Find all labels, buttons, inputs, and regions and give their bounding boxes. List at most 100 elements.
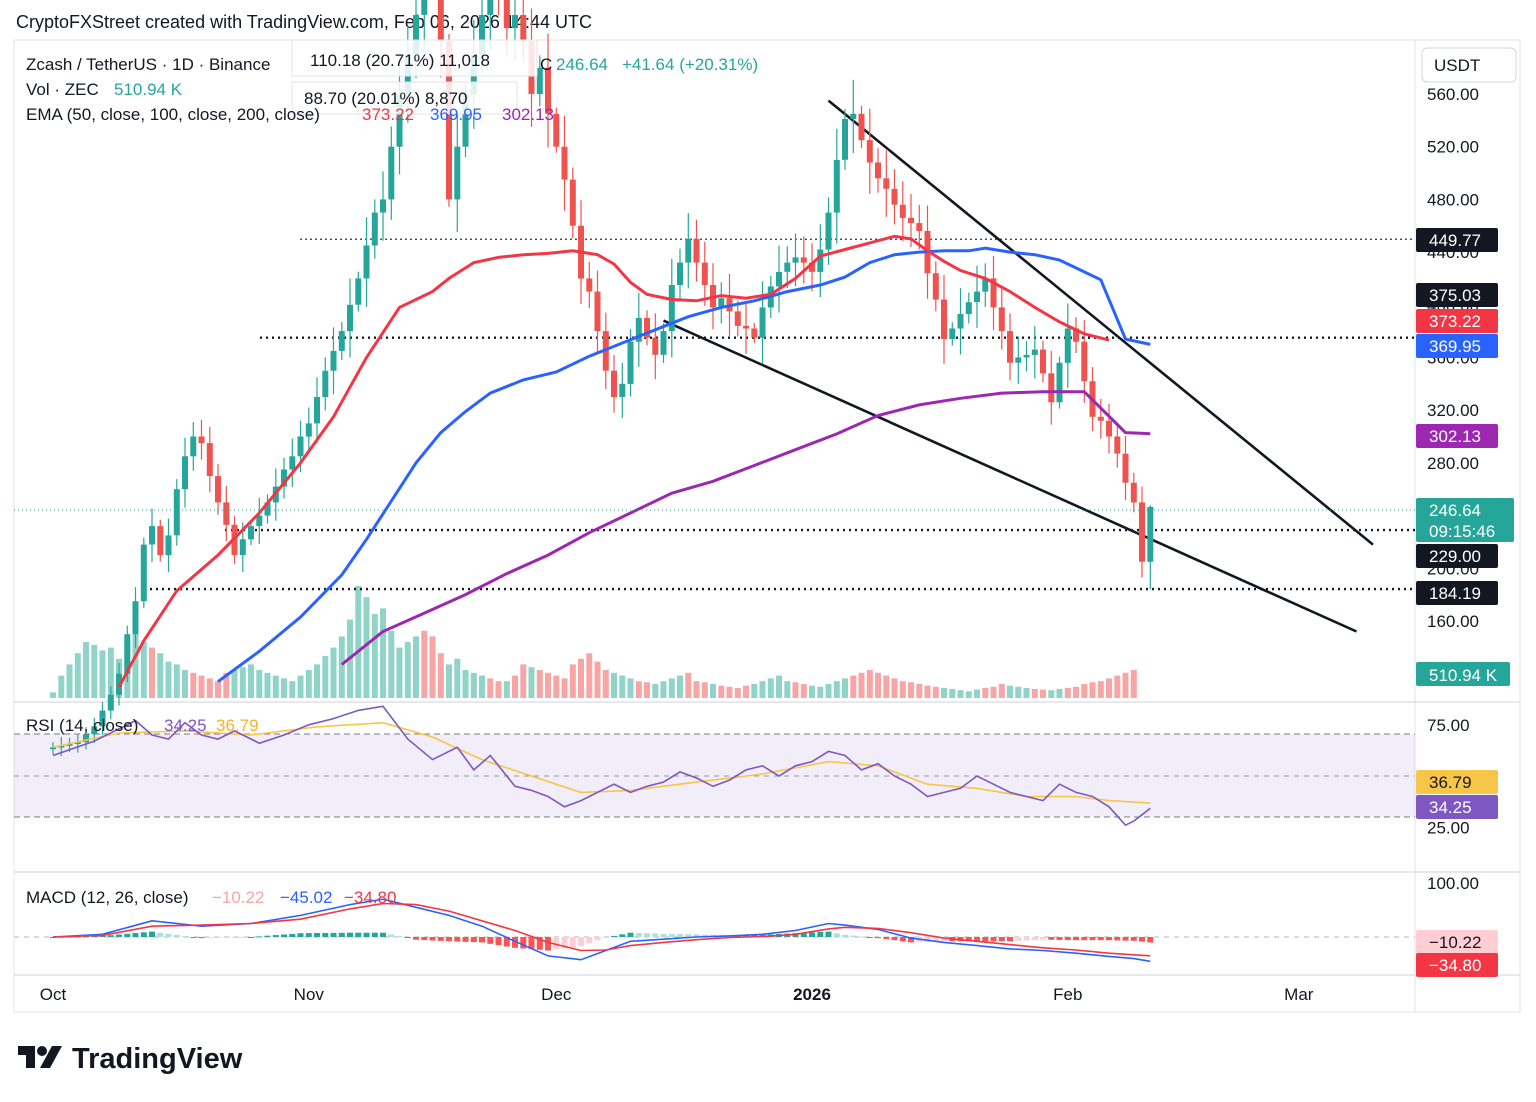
macd-series [50, 898, 1154, 963]
volume-bar [833, 681, 840, 698]
macd-histogram-bar [149, 931, 155, 937]
volume-bar [668, 678, 675, 698]
candle-body [932, 273, 939, 300]
macd-histogram-bar [941, 937, 947, 942]
macd-histogram-bar [429, 937, 436, 941]
volume-bar [1122, 672, 1129, 698]
volume-bar [1114, 675, 1121, 698]
ema100-value: 369.95 [430, 105, 482, 124]
horizontal-levels [150, 238, 1415, 591]
macd-histogram-bar [743, 935, 749, 937]
candle-body [842, 119, 848, 160]
volume-bar [858, 672, 865, 698]
candle-body [58, 745, 65, 748]
volume-bar [413, 636, 419, 698]
candle-body [644, 318, 650, 338]
candle-body [173, 489, 180, 536]
volume-bar [272, 675, 279, 698]
candle-body [553, 113, 560, 147]
candle-body [413, 15, 419, 55]
volume-bar [165, 661, 172, 698]
volume-bar [297, 675, 304, 698]
macd-histogram-bar [355, 932, 362, 937]
candle-body [1097, 416, 1104, 421]
macd-histogram-bar [883, 937, 890, 940]
candle-body [809, 262, 815, 272]
macd-histogram-bar [908, 937, 914, 943]
time-tick-label: Dec [541, 985, 572, 1004]
macd-histogram-bar [272, 935, 279, 937]
volume-bar [404, 642, 411, 698]
volume-bar [693, 681, 700, 698]
macd-histogram-bar [281, 934, 287, 937]
macd-histogram-bar [83, 936, 89, 938]
macd-histogram-bar [1106, 937, 1112, 941]
price-tick-label: 520.00 [1427, 138, 1479, 157]
macd-histogram-bar [305, 933, 312, 937]
volume-bar [198, 675, 205, 698]
candle-body [248, 526, 254, 540]
tradingview-logo[interactable]: TradingView [18, 1043, 243, 1075]
macd-histogram-bar [338, 932, 345, 937]
volume-bar [1040, 689, 1046, 698]
macd-histogram-bar [99, 935, 106, 937]
macd-histogram-bar [528, 937, 535, 950]
macd-histogram-bar [404, 937, 411, 938]
macd-histogram-bar [198, 937, 205, 939]
macd-histogram-bar [850, 935, 857, 937]
macd-histogram-bar [479, 937, 485, 943]
candle-body [1130, 482, 1137, 503]
rsi-value: 34.25 [164, 716, 207, 735]
candle-body [454, 146, 461, 200]
candle-body [83, 734, 89, 743]
volume-bar [355, 586, 362, 698]
level-184-badge-bg [1416, 581, 1498, 605]
macd-histogram-bar [413, 937, 419, 940]
candle-body [751, 328, 758, 338]
candle-body [891, 188, 898, 205]
candle-body [520, 15, 527, 42]
volume-bar [1073, 686, 1079, 698]
macd-histogram-bar [363, 932, 370, 937]
ema200-badge: 302.13 [1429, 427, 1481, 446]
volume-bar [850, 675, 857, 698]
candle-body [157, 526, 164, 556]
volume-bar [190, 672, 197, 698]
volume-bar [1031, 689, 1038, 698]
price-axis[interactable]: 560.00520.00480.00440.00400.00360.00320.… [1427, 85, 1479, 893]
macd-histogram-bar [817, 932, 824, 937]
candle-body [825, 212, 832, 250]
chart-frame [13, 39, 1521, 1013]
candle-body [883, 178, 890, 189]
ema200-line [340, 390, 1151, 666]
volume-bar [701, 682, 708, 698]
currency-button[interactable]: USDT [1421, 47, 1517, 83]
candle-body [1064, 328, 1071, 363]
volume-bar [949, 689, 956, 698]
volume-bar [1048, 690, 1055, 698]
time-axis[interactable]: Oct Nov Dec 2026 Feb Mar [40, 985, 1314, 1004]
volume-bar [380, 608, 386, 698]
volume-bar [91, 644, 98, 698]
candle-body [99, 710, 106, 727]
macd-histogram-bar [512, 937, 518, 948]
symbol-title: Zcash / TetherUS · 1D · Binance [26, 55, 270, 74]
candle-body [347, 304, 353, 332]
ema50-badge: 373.22 [1429, 312, 1481, 331]
trendlines[interactable] [662, 99, 1374, 633]
rsi-ma-badge-bg [1416, 770, 1498, 794]
candle-body [371, 212, 378, 246]
volume-bar [553, 675, 560, 698]
volume-bar [1015, 686, 1022, 698]
volume-bar [1081, 684, 1088, 698]
macd-histogram-bar [1122, 937, 1129, 941]
candle-body [957, 314, 964, 329]
macd-histogram-bar [248, 937, 254, 938]
volume-bar [800, 684, 807, 698]
candle-body [305, 423, 312, 437]
volume-bar [388, 630, 395, 698]
macd-histogram-bar [569, 937, 576, 948]
macd-histogram-bar [990, 937, 997, 942]
volume-bar [759, 681, 766, 698]
